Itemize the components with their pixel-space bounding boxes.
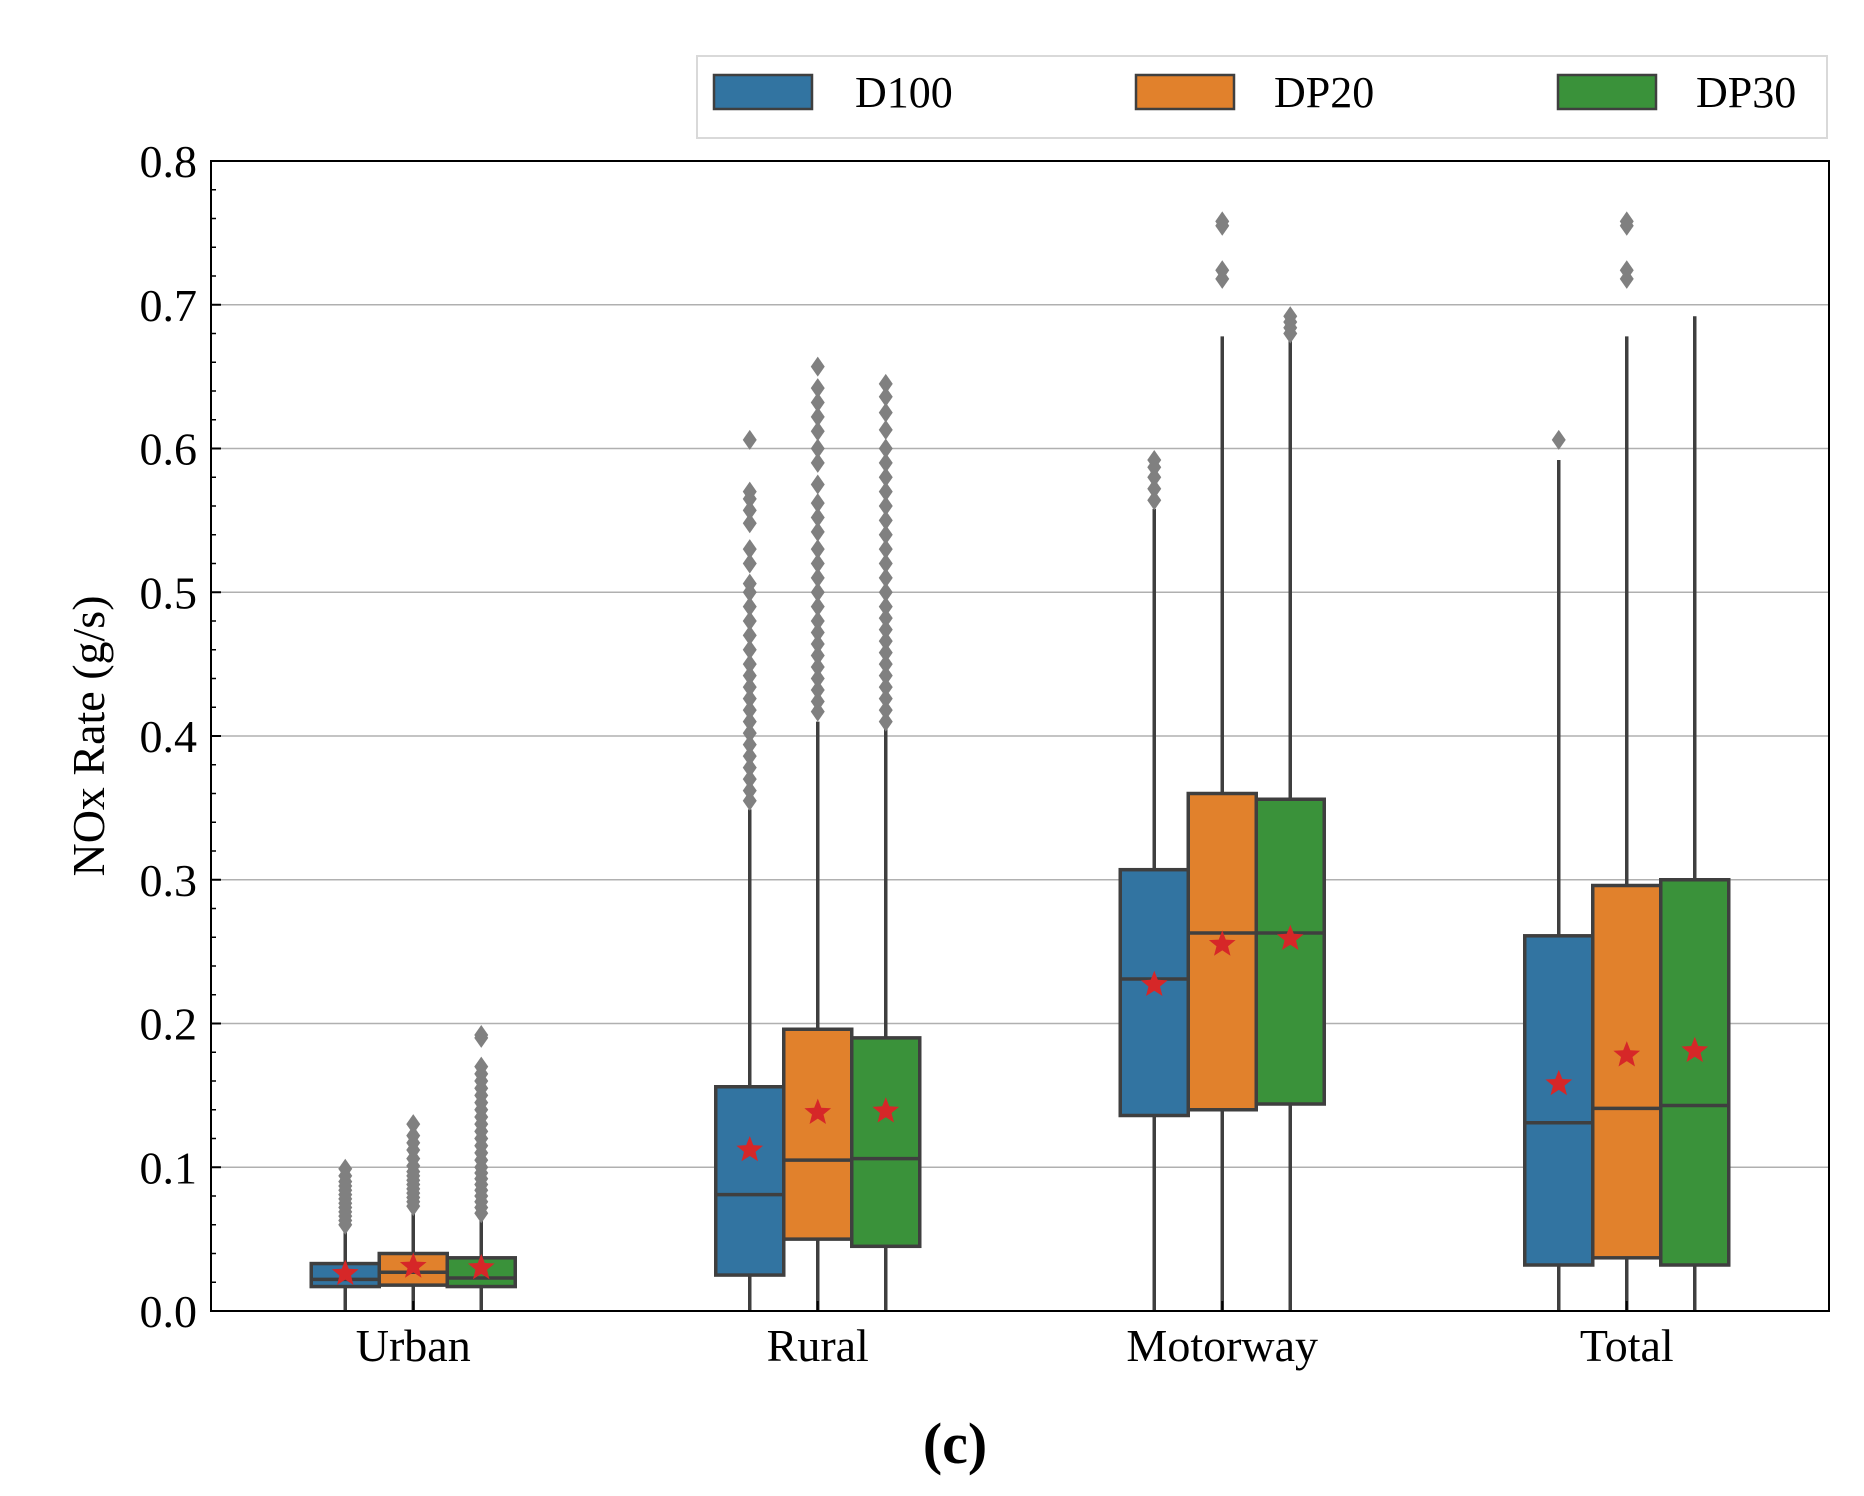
box-d100-urban	[311, 1159, 379, 1311]
box-dp30-total	[1661, 316, 1729, 1311]
outlier-point	[1552, 430, 1566, 450]
box-body	[1593, 886, 1661, 1258]
outlier-point	[811, 493, 825, 513]
box-body	[716, 1087, 784, 1275]
box-body	[1661, 880, 1729, 1265]
nox-rate-boxplot: 0.0 0.1 0.2 0.3 0.4 0.5 0.6 0.7 0.8 Urban Rural Mo…	[0, 0, 1864, 1496]
box-dp20-rural	[784, 357, 852, 1311]
outlier-point	[743, 430, 757, 450]
y-tick-label: 0.5	[140, 567, 198, 618]
x-tick-label-motorway: Motorway	[1126, 1320, 1318, 1371]
legend-label-dp20: DP20	[1274, 68, 1374, 117]
y-axis-title: NOx Rate (g/s)	[63, 595, 114, 876]
y-tick-label: 0.3	[140, 855, 198, 906]
box-dp20-total	[1593, 211, 1661, 1311]
legend-label-d100: D100	[855, 68, 953, 117]
outlier-point	[879, 374, 893, 394]
outlier-point	[406, 1114, 420, 1134]
y-tick-label: 0.8	[140, 136, 198, 187]
box-body	[1256, 799, 1324, 1104]
outlier-point	[811, 439, 825, 459]
box-dp30-motorway	[1256, 306, 1324, 1311]
box-body	[1120, 870, 1188, 1116]
box-dp20-urban	[379, 1114, 447, 1311]
box-body	[852, 1038, 920, 1246]
outlier-point	[743, 539, 757, 559]
legend-swatch-dp30	[1558, 75, 1656, 109]
y-tick-label: 0.0	[140, 1286, 198, 1337]
box-d100-rural	[716, 430, 784, 1311]
outlier-point	[474, 1025, 488, 1045]
legend-swatch-d100	[714, 75, 812, 109]
box-body	[1525, 936, 1593, 1265]
legend: D100 DP20 DP30	[697, 56, 1827, 138]
box-d100-total	[1525, 430, 1593, 1311]
outlier-point	[811, 539, 825, 559]
y-tick-label: 0.2	[140, 999, 198, 1050]
outlier-point	[811, 474, 825, 494]
outlier-point	[879, 439, 893, 459]
box-dp20-motorway	[1188, 211, 1256, 1311]
box-d100-motorway	[1120, 450, 1188, 1311]
box-body	[1188, 794, 1256, 1110]
box-body	[784, 1029, 852, 1239]
legend-label-dp30: DP30	[1696, 68, 1796, 117]
box-series	[311, 211, 1729, 1311]
panel-label: (c)	[923, 1411, 987, 1476]
y-tick-label: 0.4	[140, 711, 198, 762]
y-tick-label: 0.6	[140, 424, 198, 475]
y-axis: 0.0 0.1 0.2 0.3 0.4 0.5 0.6 0.7 0.8	[140, 136, 222, 1337]
x-tick-label-rural: Rural	[767, 1320, 869, 1371]
y-tick-label: 0.7	[140, 280, 198, 331]
x-tick-label-urban: Urban	[356, 1320, 471, 1371]
x-tick-label-total: Total	[1580, 1320, 1674, 1371]
y-tick-label: 0.1	[140, 1142, 198, 1193]
legend-swatch-dp20	[1136, 75, 1234, 109]
outlier-point	[879, 420, 893, 440]
box-dp30-rural	[852, 374, 920, 1311]
outlier-point	[811, 378, 825, 398]
outlier-point	[811, 357, 825, 377]
